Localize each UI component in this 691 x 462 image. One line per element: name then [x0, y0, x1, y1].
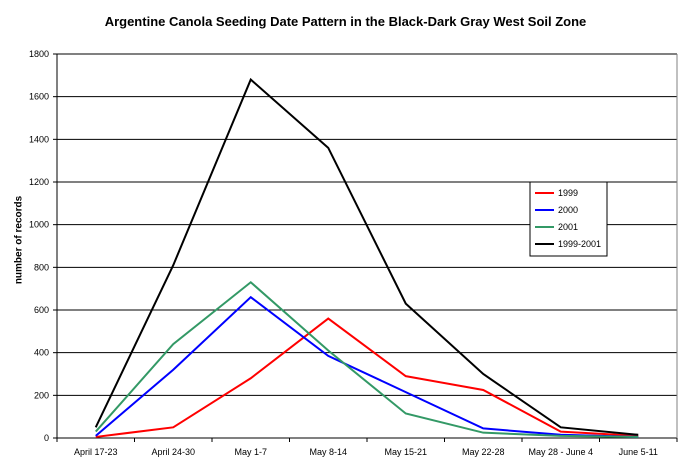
series-line-2001 [95, 280, 639, 438]
y-tick-label: 1200 [29, 177, 49, 187]
legend-label: 2000 [558, 205, 578, 215]
y-tick-label: 600 [34, 305, 49, 315]
x-tick-label: May 28 - June 4 [528, 447, 593, 457]
x-tick-label: April 17-23 [74, 447, 118, 457]
x-tick-label: May 8-14 [309, 447, 347, 457]
x-tick-label: April 24-30 [151, 447, 195, 457]
series-line-1999 [95, 317, 639, 438]
y-tick-label: 800 [34, 262, 49, 272]
y-tick-label: 0 [44, 433, 49, 443]
y-tick-label: 200 [34, 390, 49, 400]
y-tick-label: 1400 [29, 134, 49, 144]
x-tick-label: May 15-21 [384, 447, 427, 457]
chart-title: Argentine Canola Seeding Date Pattern in… [104, 14, 587, 29]
y-tick-label: 1800 [29, 49, 49, 59]
x-tick-label: May 1-7 [234, 447, 267, 457]
legend-label: 2001 [558, 222, 578, 232]
legend-label: 1999 [558, 188, 578, 198]
series-line-2000 [95, 295, 639, 438]
legend-label: 1999-2001 [558, 239, 601, 249]
y-tick-label: 400 [34, 348, 49, 358]
x-tick-label: May 22-28 [462, 447, 505, 457]
y-tick-label: 1000 [29, 220, 49, 230]
x-tick-label: June 5-11 [619, 447, 658, 457]
series-line-1999-2001 [94, 77, 639, 436]
y-tick-label: 1600 [29, 92, 49, 102]
